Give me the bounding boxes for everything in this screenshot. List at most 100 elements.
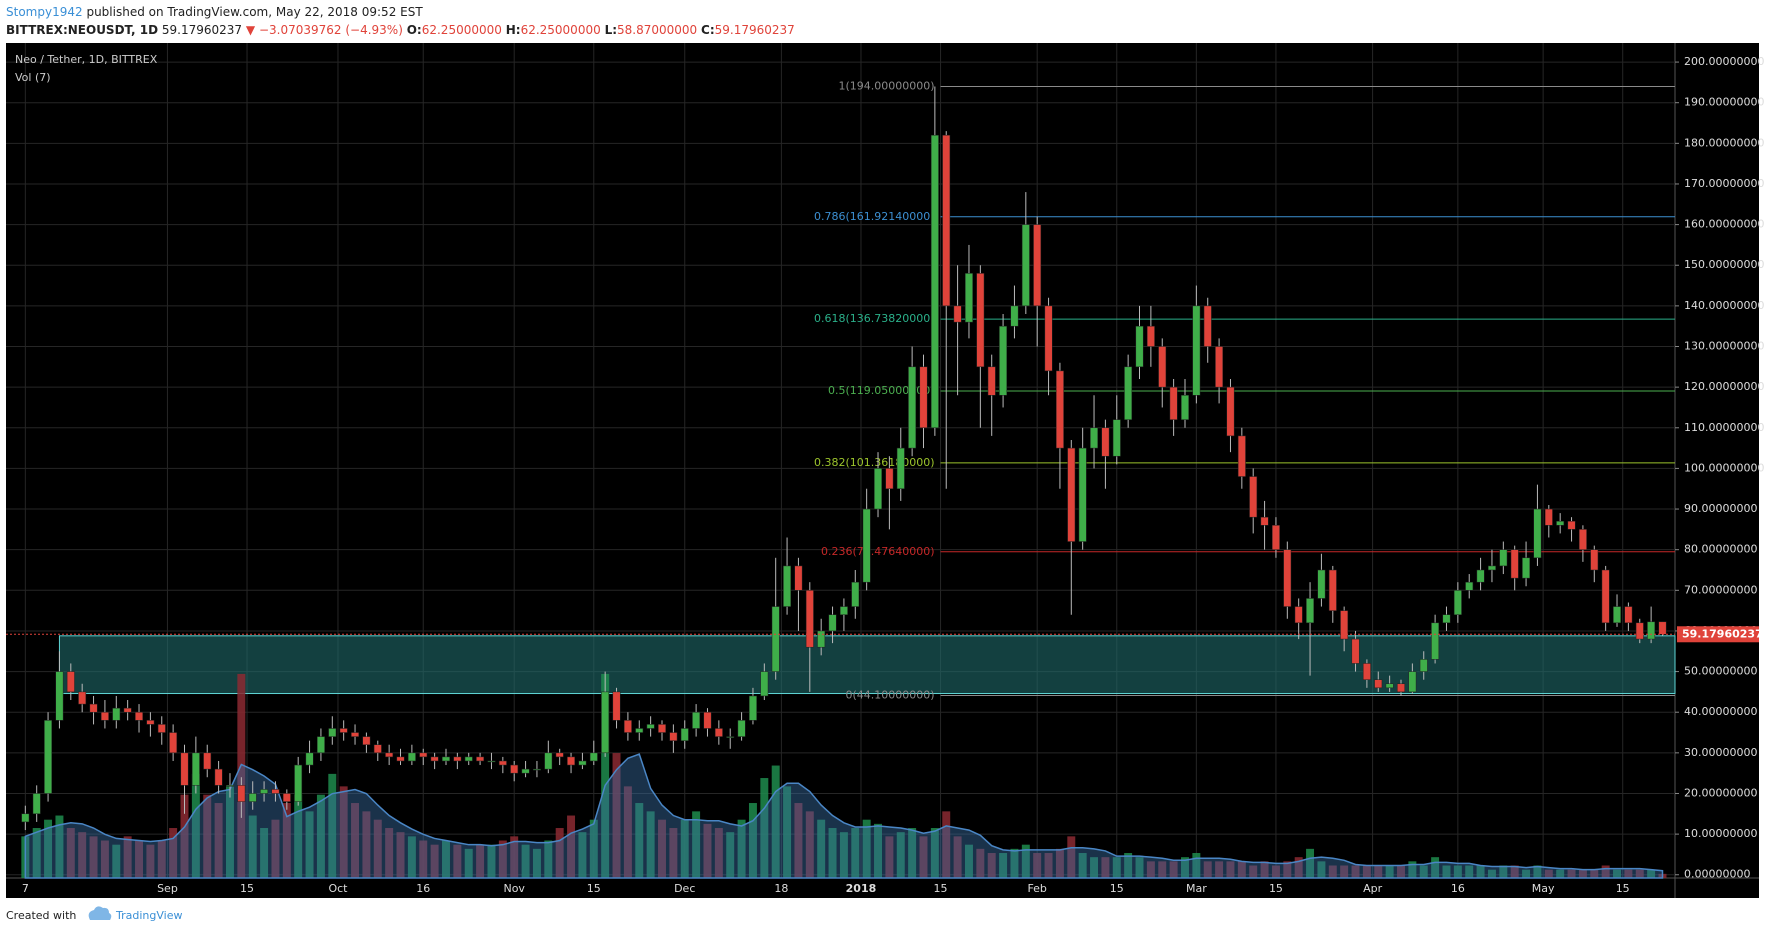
volume-bar bbox=[976, 848, 985, 878]
volume-bar bbox=[100, 840, 109, 878]
volume-bar bbox=[305, 811, 314, 878]
x-tick-label: Sep bbox=[157, 882, 178, 895]
x-tick-label: 16 bbox=[416, 882, 430, 895]
volume-bar bbox=[999, 853, 1008, 878]
volume-bar bbox=[328, 773, 337, 878]
candle-body bbox=[1613, 606, 1621, 624]
volume-bar bbox=[601, 673, 610, 878]
ohlc-value: 59.17960237 bbox=[715, 23, 795, 37]
volume-bar bbox=[544, 840, 553, 878]
ohlc-value: 62.25000000 bbox=[521, 23, 601, 37]
candle-body bbox=[260, 789, 269, 794]
candle-body bbox=[282, 793, 291, 802]
candle-body bbox=[1533, 508, 1542, 559]
volume-bar bbox=[521, 844, 530, 878]
candle-body bbox=[703, 711, 712, 729]
candle-body bbox=[828, 614, 837, 632]
candle-body bbox=[339, 728, 348, 733]
x-tick-label: Nov bbox=[503, 882, 525, 895]
volume-bar bbox=[942, 811, 951, 878]
y-tick-label: 120.00000000 bbox=[1684, 380, 1764, 393]
volume-bar bbox=[1044, 853, 1053, 878]
candle-body bbox=[726, 736, 735, 738]
volume-bar bbox=[1487, 869, 1496, 878]
candle-body bbox=[66, 671, 75, 693]
x-tick-label: 18 bbox=[774, 882, 788, 895]
volume-bar bbox=[1203, 861, 1212, 878]
volume-bar bbox=[578, 832, 587, 878]
volume-bar bbox=[589, 819, 598, 878]
volume-bar bbox=[783, 786, 792, 878]
volume-bar bbox=[1192, 853, 1201, 878]
x-tick-label: 15 bbox=[587, 882, 601, 895]
publish-line: Stompy1942 published on TradingView.com,… bbox=[6, 5, 423, 19]
candle-body bbox=[1124, 366, 1133, 420]
candle-body bbox=[453, 756, 462, 762]
volume-bar bbox=[55, 815, 64, 878]
volume-bar bbox=[1499, 865, 1508, 878]
candle-body bbox=[55, 671, 64, 721]
candle-body bbox=[123, 707, 132, 713]
candle-body bbox=[169, 732, 178, 754]
volume-bar bbox=[623, 786, 632, 878]
y-tick-label: 90.00000000 bbox=[1684, 502, 1757, 515]
volume-bar bbox=[1249, 865, 1258, 878]
volume-ma bbox=[24, 753, 1664, 879]
fib-label: 0.786(161.92140000) bbox=[814, 210, 935, 223]
volume-bar bbox=[817, 819, 826, 878]
candle-body bbox=[464, 756, 473, 762]
volume-bar bbox=[191, 773, 200, 878]
volume-bar bbox=[1385, 865, 1394, 878]
volume-bar bbox=[237, 673, 246, 878]
volume-bar bbox=[1181, 857, 1189, 878]
candle-body bbox=[1476, 569, 1485, 583]
volume-bar bbox=[1522, 869, 1531, 878]
volume-bar bbox=[1567, 869, 1576, 878]
candle-body bbox=[1658, 621, 1667, 635]
volume-bar bbox=[1271, 865, 1280, 878]
volume-bar bbox=[771, 765, 780, 878]
volume-bar bbox=[1533, 865, 1542, 878]
volume-bar bbox=[1158, 861, 1167, 878]
candle-body bbox=[874, 468, 882, 510]
volume-bar bbox=[874, 823, 882, 878]
volume-bar bbox=[794, 803, 803, 878]
volume-bar bbox=[1112, 857, 1121, 878]
volume-bar bbox=[1374, 865, 1383, 878]
candle-body bbox=[362, 736, 371, 745]
candle-body bbox=[567, 756, 575, 766]
legend-indicator: Vol (7) bbox=[15, 71, 51, 84]
volume-bar bbox=[885, 836, 894, 878]
volume-bar bbox=[1055, 848, 1064, 878]
fib-label: 0.618(136.73820000) bbox=[814, 312, 935, 325]
candle-body bbox=[669, 732, 678, 741]
volume-bar bbox=[987, 853, 996, 878]
candle-body bbox=[112, 707, 121, 721]
candle-body bbox=[1556, 520, 1565, 526]
x-tick-label: 15 bbox=[934, 882, 948, 895]
volume-bar bbox=[748, 803, 757, 878]
volume-bar bbox=[1078, 853, 1087, 878]
volume-bar bbox=[1283, 861, 1292, 878]
volume-bar bbox=[1635, 869, 1644, 878]
author[interactable]: Stompy1942 bbox=[6, 5, 83, 19]
candle-body bbox=[203, 752, 212, 770]
volume-bar bbox=[714, 828, 723, 878]
volume-bar bbox=[658, 819, 666, 878]
volume-bar bbox=[1328, 865, 1337, 878]
tv-logo bbox=[88, 906, 112, 920]
candle-body bbox=[146, 720, 155, 725]
volume-bar bbox=[862, 819, 871, 878]
x-tick-label: Mar bbox=[1186, 882, 1207, 895]
candle-body bbox=[1397, 683, 1405, 693]
volume-bar bbox=[396, 832, 405, 878]
volume-bar bbox=[498, 840, 507, 878]
candle-body bbox=[1317, 569, 1326, 599]
volume-bar bbox=[123, 836, 132, 878]
candle-body bbox=[1351, 638, 1360, 664]
candle-body bbox=[21, 813, 30, 823]
footer-brand[interactable]: TradingView bbox=[115, 909, 182, 922]
volume-bar bbox=[373, 819, 382, 878]
volume-bar bbox=[612, 753, 621, 878]
